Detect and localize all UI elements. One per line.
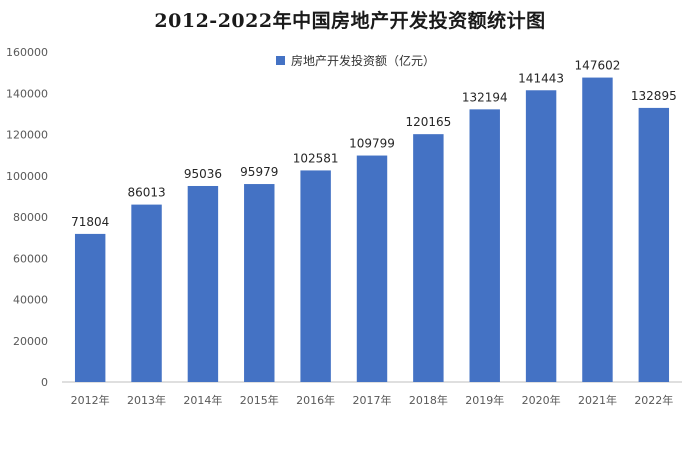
bar bbox=[187, 185, 219, 382]
bar-value-label: 109799 bbox=[349, 137, 395, 151]
y-tick-label: 80000 bbox=[13, 211, 48, 224]
x-tick-label: 2013年 bbox=[127, 393, 166, 407]
y-tick-label: 140000 bbox=[6, 87, 48, 100]
legend-swatch bbox=[276, 56, 285, 65]
x-tick-label: 2020年 bbox=[522, 393, 561, 407]
y-axis: 0 20000 40000 60000 80000 100000 120000 140000 1… bbox=[6, 46, 48, 389]
legend: 房地产开发投资额（亿元） bbox=[276, 52, 435, 69]
y-tick-label: 100000 bbox=[6, 170, 48, 183]
y-tick-label: 120000 bbox=[6, 129, 48, 142]
bar bbox=[131, 204, 162, 382]
x-tick-label: 2012年 bbox=[71, 393, 110, 407]
x-tick-label: 2014年 bbox=[183, 393, 222, 407]
bar bbox=[244, 184, 275, 382]
bar bbox=[582, 77, 613, 383]
bar bbox=[469, 109, 500, 382]
bar-value-label: 132895 bbox=[631, 89, 677, 103]
bar-value-label: 86013 bbox=[127, 186, 165, 200]
bars bbox=[74, 77, 670, 383]
y-tick-label: 20000 bbox=[13, 335, 48, 348]
x-tick-label: 2021年 bbox=[578, 393, 617, 407]
x-axis: 2012年 2013年 2014年 2015年 2016年 2017年 2018年 2019年… bbox=[62, 381, 682, 407]
bar-value-label: 95036 bbox=[184, 167, 222, 181]
chart-title: 2012-2022年中国房地产开发投资额统计图 bbox=[154, 10, 546, 32]
bar bbox=[638, 107, 670, 383]
y-tick-label: 60000 bbox=[13, 252, 48, 265]
x-tick-label: 2017年 bbox=[353, 393, 392, 407]
bar bbox=[74, 233, 106, 382]
bar bbox=[300, 170, 331, 382]
x-tick-label: 2015年 bbox=[240, 393, 279, 407]
bar-value-label: 141443 bbox=[518, 71, 564, 85]
x-tick-label: 2018年 bbox=[409, 393, 448, 407]
y-tick-label: 160000 bbox=[6, 46, 48, 59]
bar-value-label: 95979 bbox=[240, 165, 278, 179]
bar bbox=[413, 134, 444, 382]
x-tick-label: 2019年 bbox=[465, 393, 504, 407]
bar-value-label: 102581 bbox=[293, 151, 339, 165]
bar-labels: 71804 86013 95036 95979 102581 109799 120165 13… bbox=[71, 59, 677, 229]
bar bbox=[525, 90, 557, 383]
bar bbox=[356, 155, 388, 382]
bar-value-label: 71804 bbox=[71, 215, 109, 229]
bar-value-label: 147602 bbox=[575, 59, 621, 73]
bar-value-label: 132194 bbox=[462, 90, 508, 104]
bar-value-label: 120165 bbox=[405, 115, 451, 129]
legend-label: 房地产开发投资额（亿元） bbox=[291, 54, 436, 68]
y-tick-label: 40000 bbox=[13, 294, 48, 307]
y-tick-label: 0 bbox=[41, 376, 48, 389]
x-tick-label: 2022年 bbox=[634, 393, 673, 407]
x-tick-label: 2016年 bbox=[296, 393, 335, 407]
